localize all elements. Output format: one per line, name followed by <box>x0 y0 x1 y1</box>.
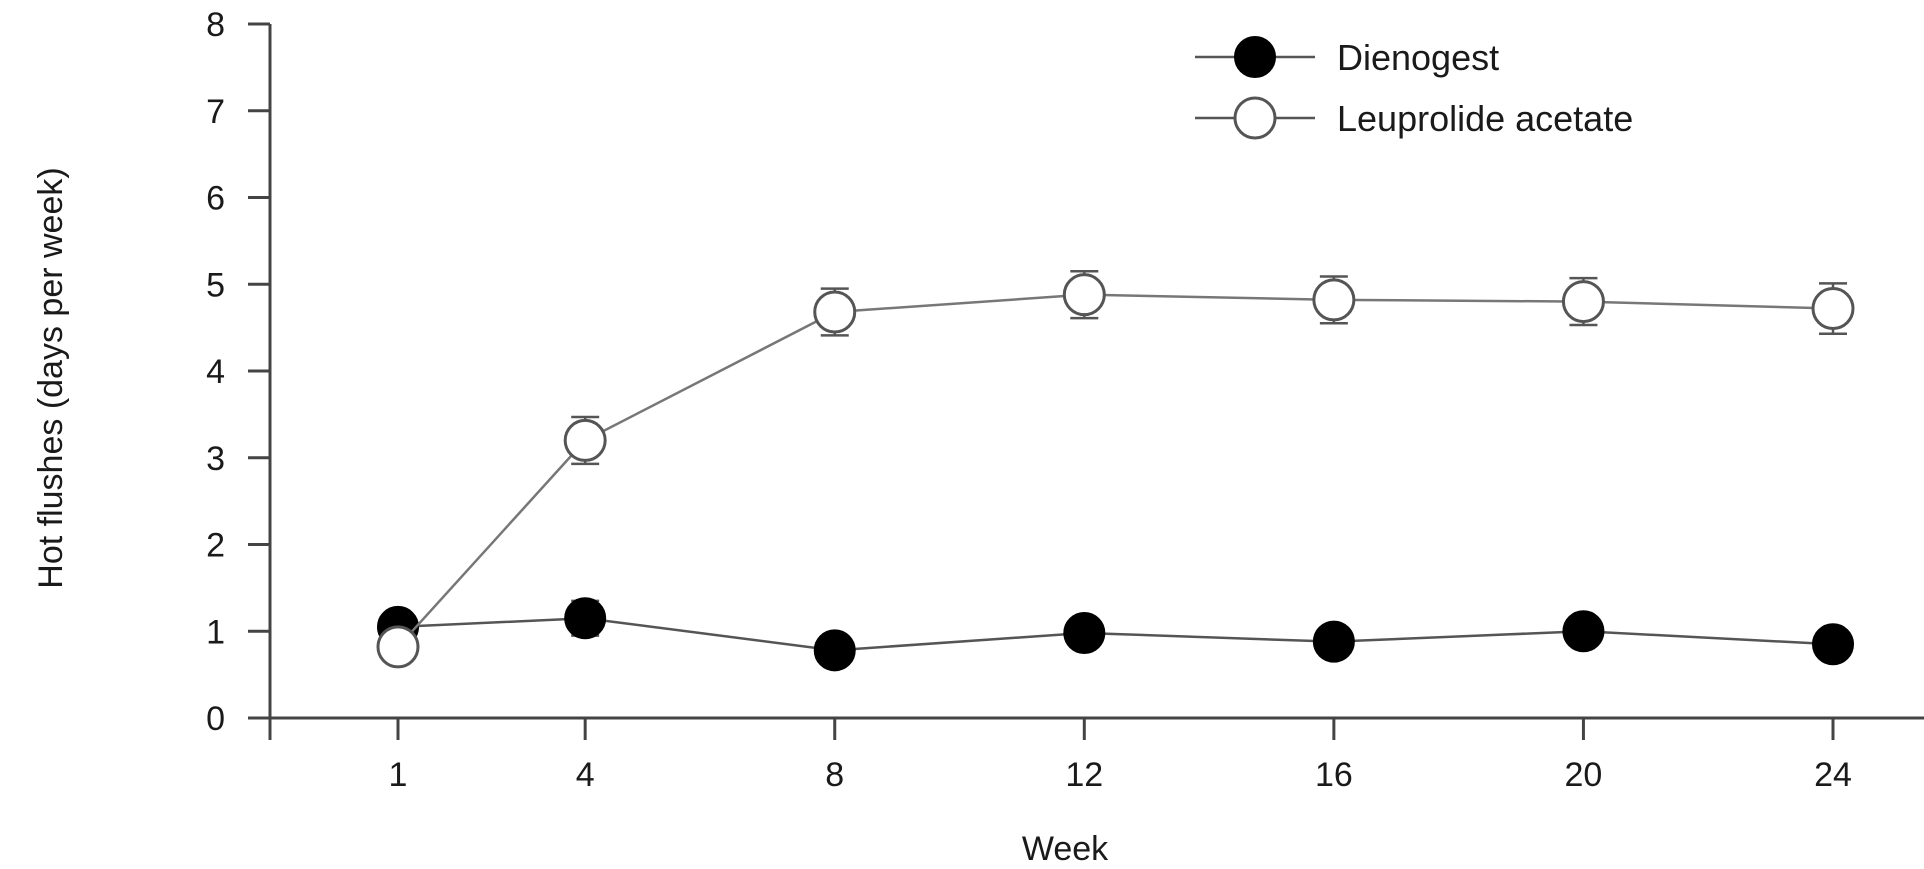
series-layer <box>376 269 1855 672</box>
y-tick-label-3: 3 <box>206 440 225 478</box>
x-axis-title: Week <box>1022 830 1109 868</box>
y-axis-ticks: 0 1 2 3 4 5 6 7 8 <box>206 6 270 738</box>
x-tick-label-24: 24 <box>1814 756 1852 794</box>
x-tick-label-8: 8 <box>825 756 844 794</box>
x-tick-label-4: 4 <box>576 756 595 794</box>
data-point-week-24 <box>1812 623 1854 666</box>
series-dienogest <box>377 597 1854 672</box>
series-line <box>397 616 1834 652</box>
data-point-week-12 <box>1063 611 1106 654</box>
y-tick-label-6: 6 <box>206 180 225 218</box>
data-point-week-4 <box>564 597 607 640</box>
legend-marker <box>1233 96 1277 140</box>
series-leuprolide-acetate <box>376 269 1855 669</box>
data-point-week-12 <box>1062 273 1106 317</box>
legend-item-dienogest: Dienogest <box>1195 36 1499 78</box>
x-tick-label-20: 20 <box>1565 756 1603 794</box>
data-point-week-8 <box>813 290 857 334</box>
y-tick-label-8: 8 <box>206 6 225 44</box>
data-point-week-1 <box>376 625 420 669</box>
x-axis-ticks: 1 4 8 12 16 20 24 <box>268 718 1852 794</box>
data-point-week-8 <box>813 629 856 672</box>
x-tick-label-16: 16 <box>1315 756 1353 794</box>
legend-item-leuprolide-acetate: Leuprolide acetate <box>1195 96 1633 140</box>
legend-label: Leuprolide acetate <box>1337 98 1633 139</box>
data-point-week-20 <box>1561 280 1605 324</box>
series-line <box>397 293 1834 648</box>
legend-label: Dienogest <box>1337 37 1499 78</box>
y-tick-label-0: 0 <box>206 700 225 738</box>
data-point-week-16 <box>1312 278 1356 322</box>
y-axis-title: Hot flushes (days per week) <box>32 167 70 588</box>
x-tick-label-1: 1 <box>389 756 408 794</box>
data-point-week-20 <box>1562 610 1605 653</box>
y-tick-label-1: 1 <box>206 613 225 651</box>
y-tick-label-2: 2 <box>206 527 225 565</box>
axes <box>268 24 1924 720</box>
data-point-week-4 <box>563 418 607 462</box>
x-tick-label-12: 12 <box>1065 756 1103 794</box>
legend: Dienogest Leuprolide acetate <box>1195 36 1633 140</box>
data-point-week-16 <box>1312 620 1355 663</box>
legend-marker <box>1234 36 1276 78</box>
y-tick-label-4: 4 <box>206 353 225 391</box>
y-tick-label-5: 5 <box>206 266 225 304</box>
y-tick-label-7: 7 <box>206 93 225 131</box>
data-point-week-24 <box>1811 287 1855 331</box>
